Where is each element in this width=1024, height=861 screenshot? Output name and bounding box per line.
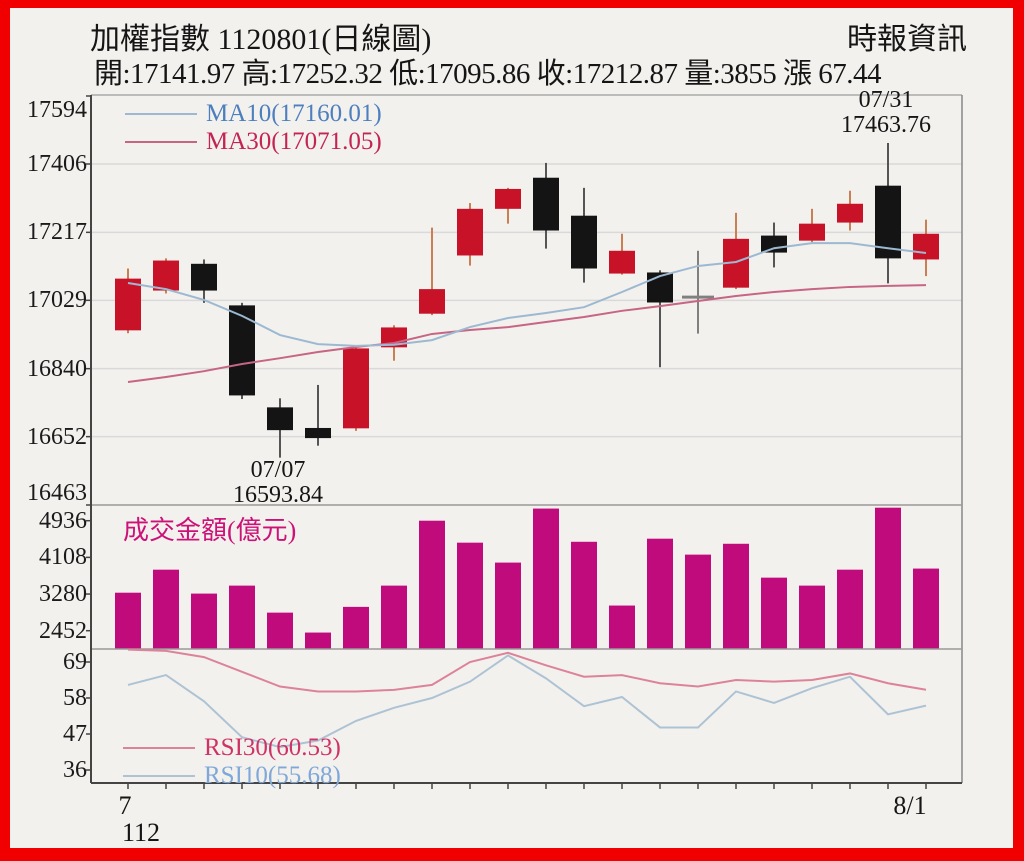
rsi10-line-swatch (123, 775, 195, 777)
main-axis-tick-16652: 16652 (27, 423, 87, 450)
page-title: 加權指數 1120801(日線圖) (90, 23, 432, 56)
ma-legend: MA10(17160.01) MA30(17071.05) (125, 100, 382, 156)
main-axis-tick-17217: 17217 (27, 219, 87, 246)
ma10-series (127, 242, 927, 347)
rsi-axis-tick-47: 47 (63, 721, 87, 747)
rsi30-series (127, 648, 927, 693)
volume-axis-tick-4108: 4108 (39, 544, 87, 571)
rsi30-line-swatch (123, 747, 195, 749)
ma10-legend-label: MA10(17160.01) (206, 100, 382, 127)
rsi-axis-tick-36: 36 (63, 757, 87, 783)
main-gridlines (91, 163, 962, 438)
rsi10-legend-label: RSI10(55.68) (204, 762, 341, 789)
high-annotation: 07/31 17463.76 (806, 88, 966, 138)
volume-pane-label: 成交金額(億元) (123, 516, 297, 545)
rsi-legend: RSI30(60.53) RSI10(55.68) (123, 734, 341, 790)
low-annotation-date: 07/07 (250, 457, 306, 483)
ma10-legend-row: MA10(17160.01) (125, 100, 382, 128)
volume-axis-tick-2452: 2452 (39, 617, 87, 644)
rsi-axis-tick-69: 69 (63, 649, 87, 675)
x-axis-end-label: 8/1 (893, 791, 927, 820)
chart-background: 加權指數 1120801(日線圖) 時報資訊 開:17141.97 高:1725… (10, 8, 1013, 848)
volume-series (115, 507, 939, 649)
chart-canvas (86, 94, 963, 789)
rsi10-series (127, 654, 927, 749)
x-axis-start-label: 7 (118, 791, 132, 820)
ma30-series (127, 284, 927, 384)
candlestick-series (115, 143, 939, 458)
rsi10-legend-row: RSI10(55.68) (123, 762, 341, 790)
ma30-line-swatch (125, 141, 197, 143)
volume-axis-tick-3280: 3280 (39, 581, 87, 608)
plot-borders (86, 94, 963, 789)
rsi30-legend-row: RSI30(60.53) (123, 734, 341, 762)
main-axis-tick-17406: 17406 (27, 150, 87, 177)
main-axis-tick-16463: 16463 (27, 480, 87, 506)
ma30-legend-label: MA30(17071.05) (206, 128, 382, 155)
low-annotation: 07/07 16593.84 (198, 458, 358, 508)
rsi-axis-tick-58: 58 (63, 685, 87, 711)
volume-axis-tick-4936: 4936 (39, 507, 87, 534)
high-annotation-date: 07/31 (858, 87, 914, 113)
ma30-legend-row: MA30(17071.05) (125, 128, 382, 156)
ohlc-stats-line: 開:17141.97 高:17252.32 低:17095.86 收:17212… (94, 58, 882, 90)
main-axis-tick-16840: 16840 (27, 355, 87, 382)
main-axis-tick-17594: 17594 (27, 97, 87, 123)
source-brand: 時報資訊 (847, 23, 967, 56)
low-annotation-value: 16593.84 (233, 482, 323, 508)
main-axis-tick-17029: 17029 (27, 287, 87, 314)
high-annotation-value: 17463.76 (841, 112, 931, 138)
rsi30-legend-label: RSI30(60.53) (204, 734, 341, 761)
ma10-line-swatch (125, 113, 197, 115)
x-axis-year-label: 112 (121, 818, 161, 847)
